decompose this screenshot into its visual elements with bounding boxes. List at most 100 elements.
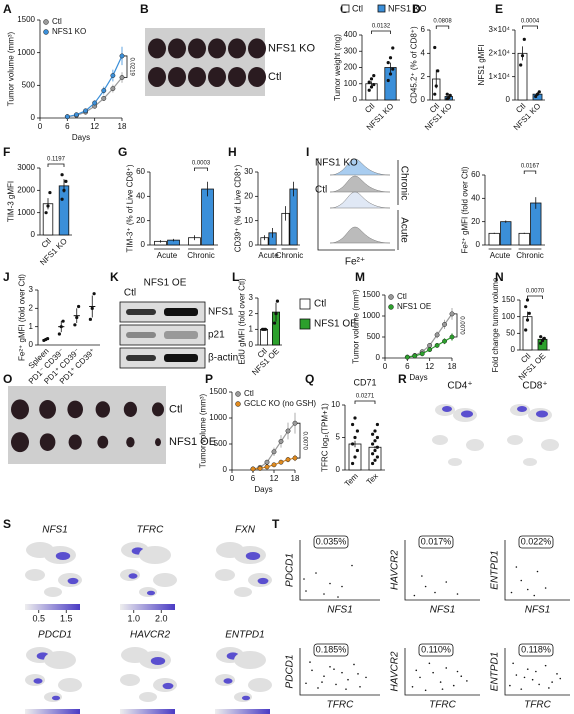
shape bbox=[442, 406, 452, 412]
x-tick-label: 6 bbox=[251, 474, 256, 483]
lane-label: Ctl bbox=[124, 288, 136, 299]
data-point bbox=[536, 570, 539, 573]
data-point bbox=[365, 676, 367, 679]
data-point bbox=[337, 596, 339, 598]
p-value: 0.0167 bbox=[521, 164, 540, 170]
bar bbox=[518, 232, 530, 246]
y-tick-label: 40 bbox=[136, 191, 145, 200]
x-tick-label: 12 bbox=[425, 362, 434, 371]
panel-letter: D bbox=[412, 2, 421, 16]
y-tick-label: 1000 bbox=[209, 413, 227, 422]
annotation-box bbox=[313, 535, 349, 549]
y-tick-label: 0 bbox=[249, 340, 254, 349]
x-tick-label: 0 bbox=[383, 362, 388, 371]
photo-label: Ctl bbox=[169, 403, 182, 415]
data-point bbox=[386, 61, 390, 65]
data-point bbox=[351, 422, 355, 427]
x-tick-label: 18 bbox=[291, 474, 300, 483]
data-point bbox=[88, 317, 92, 321]
marker bbox=[404, 354, 410, 360]
data-point bbox=[44, 211, 48, 215]
marker bbox=[119, 75, 125, 80]
panel-letter: G bbox=[118, 145, 127, 159]
umap-title: CD8⁺ bbox=[522, 381, 547, 392]
y-tick-label: 0 bbox=[31, 113, 36, 122]
shape bbox=[128, 573, 138, 579]
bar bbox=[201, 188, 214, 246]
y-tick-label: 200 bbox=[344, 63, 358, 72]
legend-marker bbox=[388, 294, 394, 300]
protein-label: β-actin bbox=[208, 353, 238, 364]
shape bbox=[150, 656, 166, 666]
shape bbox=[241, 695, 251, 701]
lane-label: NFS1 OE bbox=[144, 278, 187, 289]
data-point bbox=[372, 74, 376, 78]
legend-label: Ctl bbox=[244, 389, 254, 398]
bar bbox=[58, 185, 70, 236]
data-point bbox=[525, 318, 530, 322]
y-tick-label: 60 bbox=[136, 167, 145, 176]
umap-title: CD4⁺ bbox=[447, 381, 472, 392]
annotation: 0.022% bbox=[521, 536, 552, 546]
y-axis-label: NFS1 gMFI bbox=[477, 45, 486, 86]
marker bbox=[285, 428, 291, 434]
data-point bbox=[375, 445, 379, 449]
data-point bbox=[367, 80, 371, 84]
panel-letter: O bbox=[3, 372, 12, 386]
data-point bbox=[64, 179, 68, 183]
label: Ctl bbox=[315, 185, 327, 196]
marker bbox=[427, 347, 433, 353]
shape bbox=[208, 38, 226, 59]
data-point bbox=[421, 575, 423, 577]
legend-marker bbox=[43, 19, 49, 25]
data-point bbox=[371, 442, 375, 446]
gene-title: PDCD1 bbox=[38, 630, 72, 641]
shape bbox=[234, 651, 266, 669]
band bbox=[126, 332, 156, 338]
legend-label: NFS1 KO bbox=[52, 27, 86, 36]
data-point bbox=[512, 662, 514, 665]
axes bbox=[504, 648, 570, 696]
y-tick-label: 1000 bbox=[362, 311, 380, 320]
legend-label: Ctl bbox=[352, 3, 363, 13]
data-point bbox=[335, 683, 337, 686]
p-value: 0.0004 bbox=[521, 19, 540, 25]
y-axis-label: PDCD1 bbox=[285, 553, 296, 587]
data-point bbox=[57, 332, 61, 336]
shape bbox=[523, 458, 537, 466]
shape bbox=[188, 38, 206, 59]
axes bbox=[299, 540, 380, 601]
shape bbox=[58, 678, 82, 692]
data-point bbox=[373, 429, 377, 433]
panel-letter: M bbox=[355, 270, 365, 284]
colorbar bbox=[120, 604, 175, 610]
data-point bbox=[548, 687, 550, 689]
x-axis-label: NFS1 bbox=[327, 605, 353, 616]
marker bbox=[101, 95, 107, 101]
data-point bbox=[303, 578, 305, 580]
y-tick-label: 3 bbox=[29, 285, 34, 294]
x-tick-label: Ctl bbox=[363, 101, 376, 114]
blot-strip bbox=[119, 324, 206, 346]
data-point bbox=[369, 85, 374, 89]
y-tick-label: 50 bbox=[506, 328, 515, 337]
y-axis-label: TIM-3 gMFI bbox=[7, 181, 16, 222]
marker bbox=[119, 53, 125, 59]
y-axis-label: Fe²⁺ gMFI (fold over Ctl) bbox=[18, 274, 27, 361]
annotation: 0.110% bbox=[421, 644, 451, 654]
blot-strip bbox=[119, 301, 206, 323]
data-point bbox=[538, 683, 540, 686]
data-point bbox=[92, 292, 96, 296]
data-point bbox=[447, 96, 451, 100]
data-point bbox=[433, 92, 437, 96]
colorbar-tick-label: 2.0 bbox=[155, 613, 168, 623]
legend-swatch bbox=[299, 318, 311, 330]
data-point bbox=[351, 461, 355, 466]
x-axis-label: Days bbox=[254, 485, 272, 494]
data-point bbox=[272, 321, 277, 325]
chart-title: CD71 bbox=[353, 377, 376, 387]
annotation-box bbox=[418, 535, 454, 549]
histogram bbox=[329, 226, 391, 244]
shape bbox=[33, 678, 43, 684]
